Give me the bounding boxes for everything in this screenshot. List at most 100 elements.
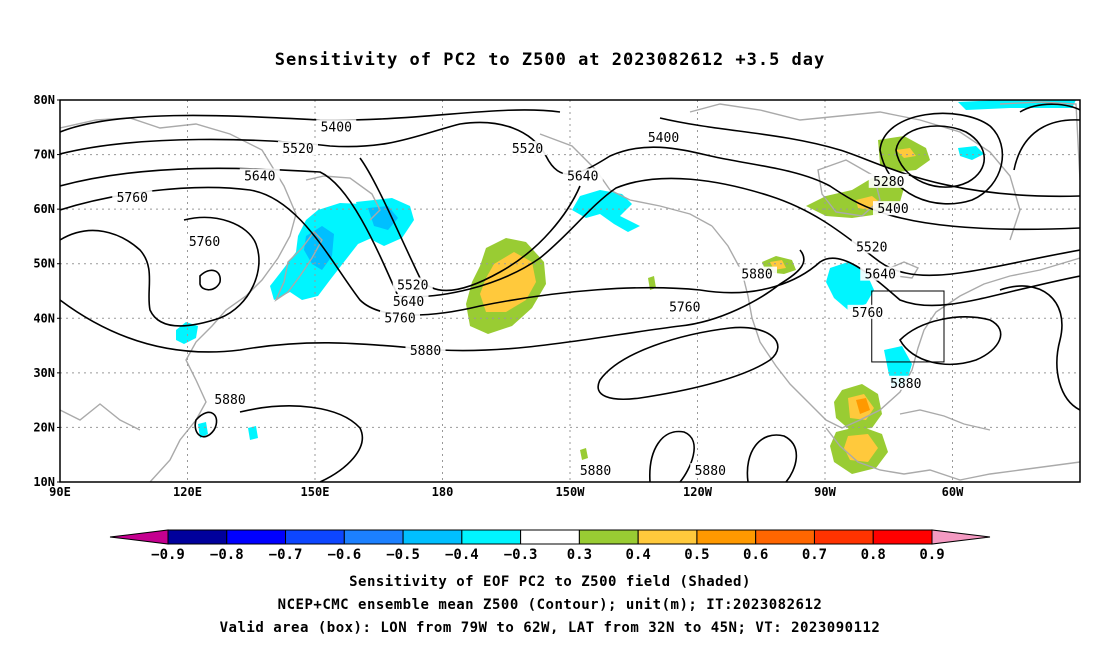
longitude-tick-label: 120E: [173, 485, 202, 499]
colorbar-label: 0.5: [684, 547, 709, 563]
colorbar-swatch: [755, 529, 815, 545]
contour-label: 5640: [393, 295, 424, 310]
latitude-tick-label: 20N: [33, 420, 55, 434]
negative-sensitivity-area-strong: [368, 206, 398, 230]
colorbar-label: 0.8: [861, 547, 886, 563]
contour-label-background: [210, 392, 250, 407]
contour-label: 5520: [856, 240, 887, 255]
valid-area-box: [871, 290, 945, 363]
contour-label-background: [873, 201, 913, 216]
contour-label: 5880: [214, 393, 245, 408]
positive-sensitivity-area: [580, 448, 588, 460]
contour-label: 5880: [890, 377, 921, 392]
contour-5400-east: [659, 117, 1080, 198]
contour-label-background: [851, 239, 892, 254]
latitude-tick-label: 40N: [33, 311, 55, 325]
latitude-tick-label: 50N: [33, 257, 55, 271]
colorbar-swatch: [402, 529, 463, 545]
contour-label: 5520: [397, 279, 428, 294]
grid-layer: [60, 100, 1080, 482]
contour-5880-pacific-loop: [597, 326, 779, 400]
contour-5640: [60, 167, 1080, 298]
colorbar-label: −0.8: [210, 547, 244, 563]
latitude-tick-label: 70N: [33, 148, 55, 162]
contour-label-background: [405, 343, 446, 358]
footer-line-1: Sensitivity of EOF PC2 to Z500 field (Sh…: [349, 574, 751, 590]
contour-5400-low: [879, 112, 1004, 205]
colorbar-swatch: [343, 529, 404, 545]
longitude-axis: 90E 120E 150E 180 150W 120W 90W 60W: [49, 485, 964, 499]
contour-5880-mexico: [649, 430, 695, 482]
contour-label: 5760: [189, 235, 220, 250]
latitude-tick-label: 30N: [33, 366, 55, 380]
contour-label: 5880: [410, 344, 441, 359]
positive-sensitivity-area-strong: [480, 252, 536, 312]
plot-frame: [59, 99, 1081, 483]
contour-label-background: [392, 277, 433, 292]
colorbar-label: −0.9: [151, 547, 185, 563]
latitude-axis: 80N 70N 60N 50N 40N 30N 20N 10N: [33, 93, 60, 489]
colorbar-label: −0.6: [327, 547, 361, 563]
contour-5880-mexico-2: [746, 434, 798, 482]
negative-sensitivity-area: [248, 426, 258, 440]
greenland-coastline: [999, 101, 1080, 181]
contour-label: 5640: [567, 169, 598, 184]
contour-label: 5760: [384, 311, 415, 326]
caribbean-coastline: [899, 409, 991, 431]
contour-5400-west: [60, 109, 561, 133]
kamchatka-coastline: [305, 175, 381, 221]
contour-label-background: [507, 141, 548, 156]
contour-label: 5760: [117, 191, 148, 206]
contour-label-background: [868, 173, 909, 188]
positive-sensitivity-area-peak: [856, 398, 870, 414]
longitude-tick-label: 150W: [556, 485, 586, 499]
negative-sensitivity-area: [198, 422, 208, 438]
contour-5760-west: [60, 186, 1080, 316]
contour-east-arc: [1019, 103, 1080, 113]
contour-label-background: [664, 299, 705, 314]
japan-coastline: [274, 230, 323, 302]
longitude-tick-label: 120W: [683, 485, 713, 499]
contour-label: 5280: [873, 175, 904, 190]
contour-5280-low: [895, 125, 985, 188]
colorbar-swatch: [872, 529, 933, 545]
contour-label-background: [885, 375, 926, 390]
positive-sensitivity-area-strong: [844, 434, 878, 462]
longitude-tick-label: 90E: [49, 485, 71, 499]
contour-5520-east-loop: [359, 157, 581, 292]
coastline-layer: [60, 101, 1080, 482]
negative-sensitivity-area: [176, 322, 198, 344]
colorbar-swatch: [461, 529, 522, 545]
contour-5880-atlantic-2: [999, 285, 1080, 411]
colorbar-swatch: [637, 529, 698, 545]
latitude-tick-label: 60N: [33, 202, 55, 216]
colorbar-swatch: [578, 529, 639, 545]
colorbar-high-arrow: [931, 529, 991, 545]
footer-line-3: Valid area (box): LON from 79W to 62W, L…: [219, 620, 881, 636]
contour-label: 5640: [244, 169, 275, 184]
colorbar-swatch: [696, 529, 757, 545]
contour-label-background: [643, 130, 684, 145]
south-america-coastline: [959, 461, 1080, 481]
contour-label: 5640: [865, 268, 896, 283]
longitude-tick-label: 60W: [942, 485, 964, 499]
colorbar-label: 0.4: [626, 547, 651, 563]
negative-sensitivity-area: [572, 190, 640, 232]
colorbar-swatch: [226, 529, 287, 545]
longitude-tick-label: 150E: [301, 485, 330, 499]
colorbar-swatch: [285, 529, 345, 545]
colorbar-swatch: [520, 529, 580, 545]
contour-label-background: [860, 266, 901, 281]
contour-label: 5880: [580, 464, 611, 479]
colorbar: −0.9 −0.8 −0.7 −0.6 −0.5 −0.4 −0.3 0.3 0.4 0.5 0.6…: [109, 529, 991, 563]
contour-label: 5760: [669, 300, 700, 315]
asia-coastline: [60, 117, 297, 482]
contour-east-arc-2: [1013, 119, 1080, 171]
contour-label-background: [737, 266, 777, 281]
contour-5880-main: [60, 249, 805, 353]
contour-label-background: [316, 119, 357, 134]
contour-5880-small-loop: [199, 269, 221, 291]
contour-label-background: [562, 168, 603, 183]
colorbar-label: 0.7: [802, 547, 827, 563]
contour-5880-tropics: [194, 411, 218, 438]
